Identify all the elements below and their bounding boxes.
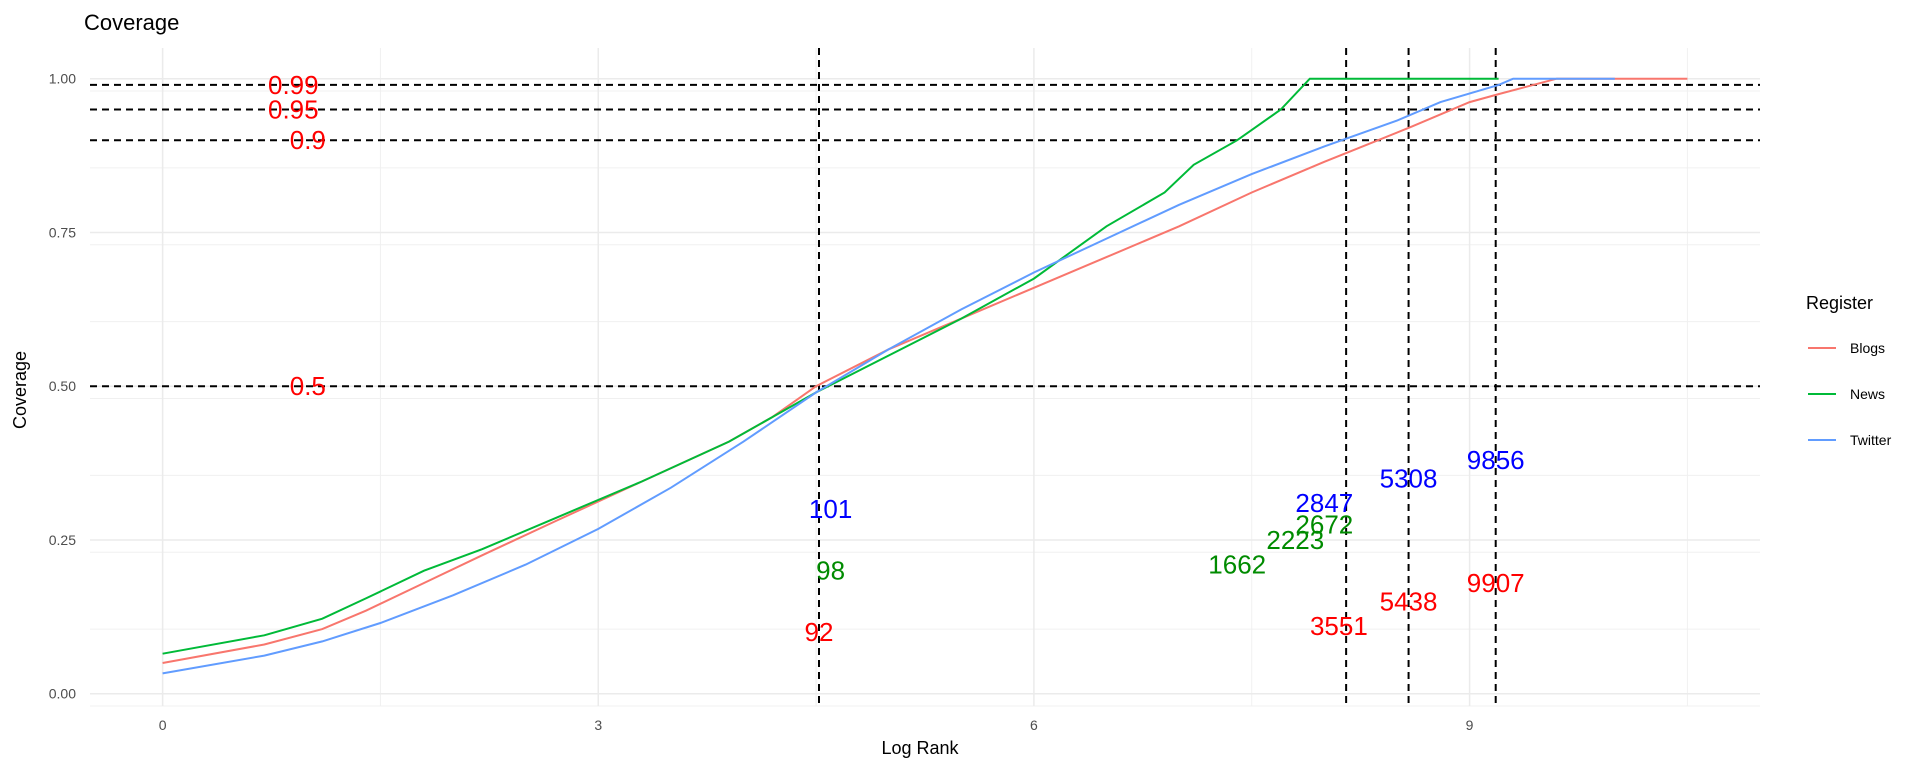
annotation-label: 9856: [1467, 445, 1525, 475]
legend: Register Blogs News Twitter: [1806, 293, 1892, 448]
x-tick-label: 6: [1030, 717, 1038, 733]
legend-label-news: News: [1850, 386, 1885, 402]
annotation-label: 2672: [1295, 510, 1353, 540]
series-line-blogs: [162, 77, 1688, 664]
y-tick-label: 1.00: [49, 71, 76, 87]
annotation-label: 0.9: [290, 125, 326, 155]
chart-title: Coverage: [84, 10, 179, 35]
annotation-label: 1662: [1208, 550, 1266, 580]
legend-title: Register: [1806, 293, 1873, 313]
x-tick-label: 9: [1466, 717, 1474, 733]
annotation-label: 9907: [1467, 568, 1525, 598]
annotation-label: 98: [816, 556, 845, 586]
y-tick-label: 0.75: [49, 224, 76, 240]
legend-label-twitter: Twitter: [1850, 432, 1892, 448]
annotation-label: 92: [805, 617, 834, 647]
series-line-twitter: [162, 77, 1615, 675]
grid: [90, 48, 1760, 707]
axis-ticks: 0.00 0.25 0.50 0.75 1.00 0 3 6 9: [49, 71, 1474, 733]
y-tick-label: 0.25: [49, 532, 76, 548]
annotation-label: 0.99: [268, 70, 319, 100]
x-tick-label: 0: [159, 717, 167, 733]
series-lines: [162, 77, 1688, 675]
y-tick-label: 0.50: [49, 378, 76, 394]
annotation-label: 5438: [1380, 586, 1438, 616]
annotation-label: 101: [809, 494, 852, 524]
legend-label-blogs: Blogs: [1850, 340, 1885, 356]
annotation-label: 0.5: [290, 371, 326, 401]
annotation-label: 0.95: [268, 94, 319, 124]
annotation-label: 2223: [1266, 525, 1324, 555]
x-tick-label: 3: [594, 717, 602, 733]
series-line-news: [162, 77, 1499, 655]
x-axis-title: Log Rank: [881, 738, 959, 758]
annotation-label: 2847: [1295, 488, 1353, 518]
reference-lines: [90, 48, 1760, 706]
annotation-label: 5308: [1380, 463, 1438, 493]
y-axis-title: Coverage: [10, 351, 30, 429]
y-tick-label: 0.00: [49, 686, 76, 702]
annotation-label: 3551: [1310, 611, 1368, 641]
